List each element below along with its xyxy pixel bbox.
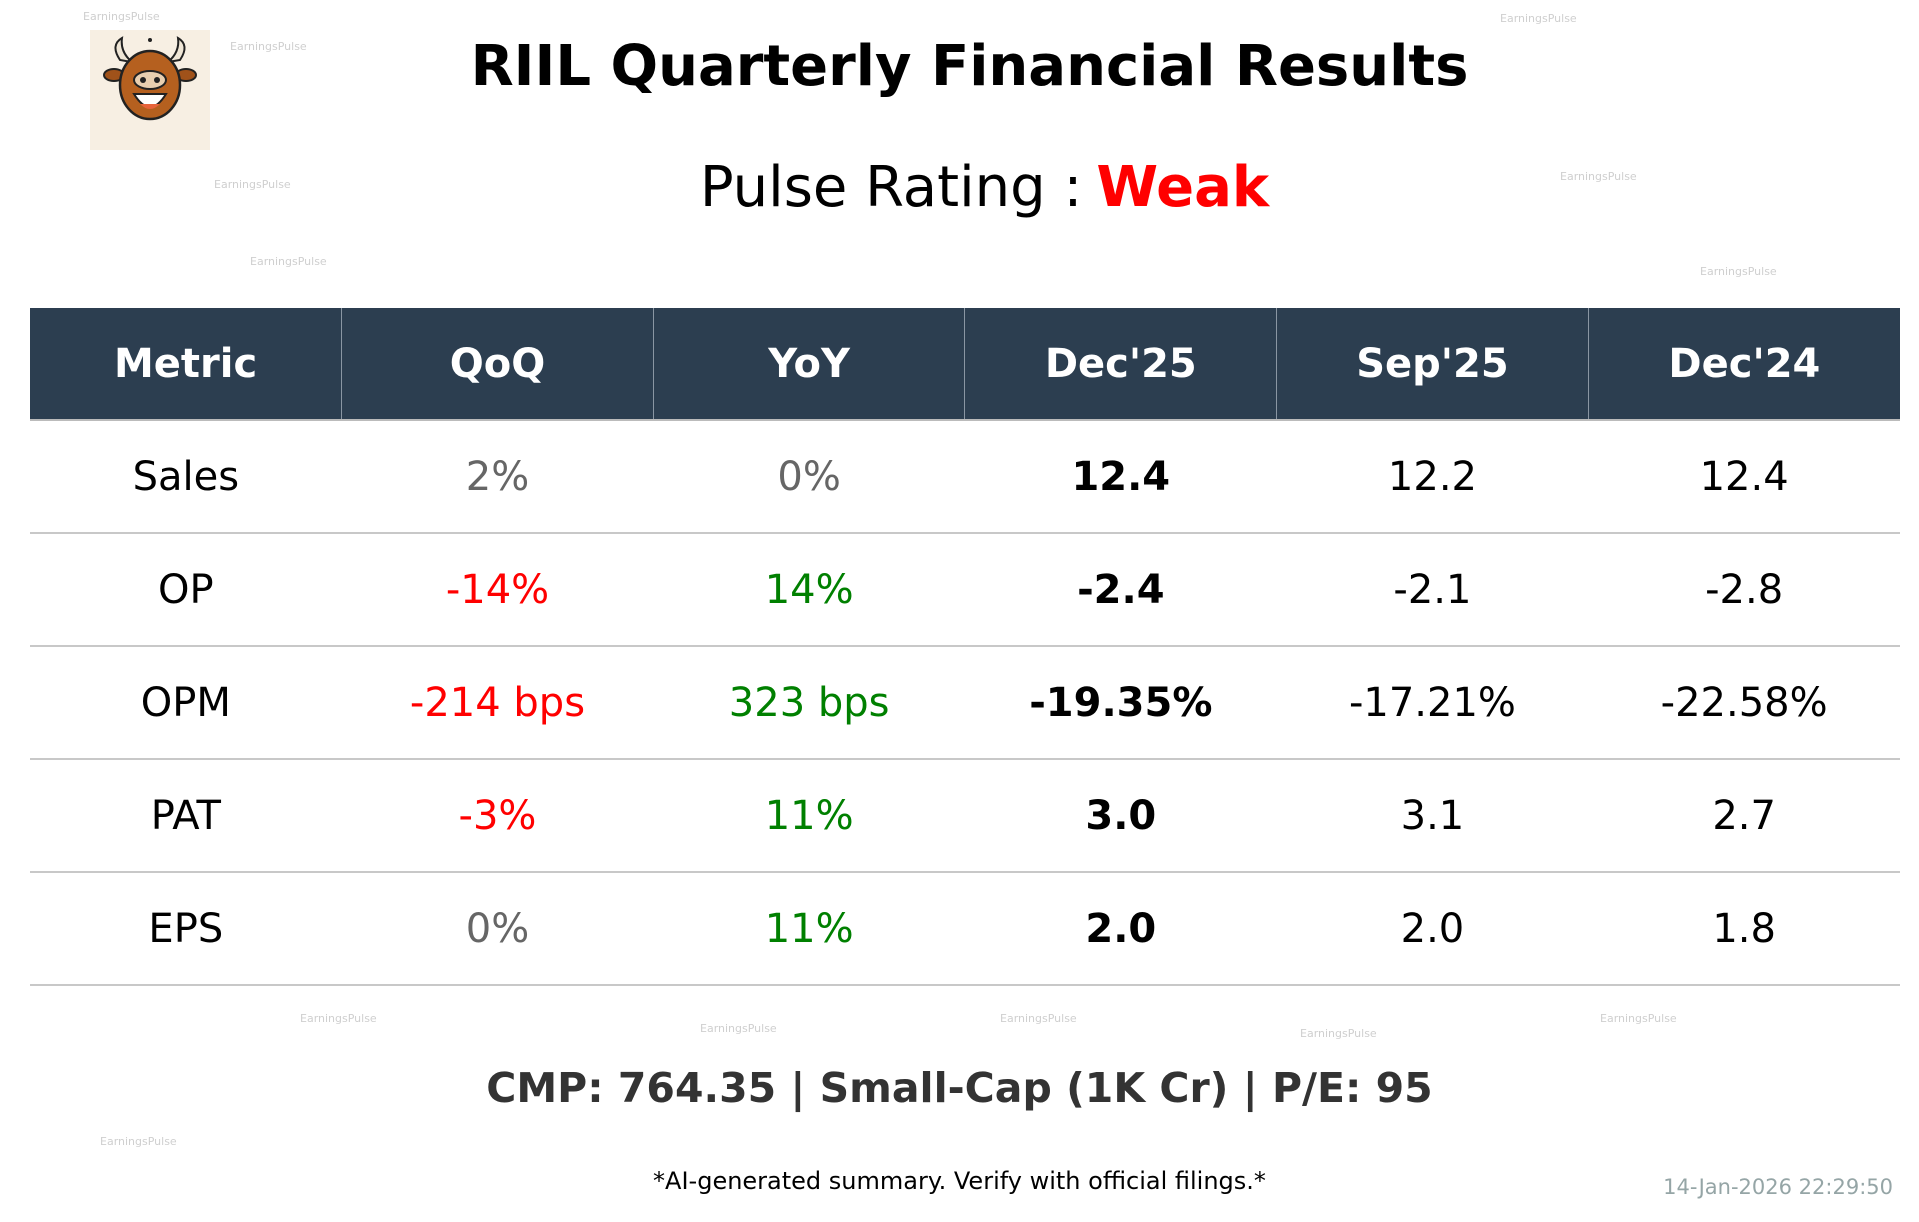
watermark-text: EarningsPulse	[83, 10, 160, 23]
yoy-cell: 0%	[653, 420, 965, 534]
header-previous-quarter: Sep'25	[1276, 308, 1589, 421]
timestamp: 14-Jan-2026 22:29:50	[1663, 1175, 1893, 1199]
header-year-ago-quarter: Dec'24	[1587, 308, 1900, 421]
watermark-text: EarningsPulse	[700, 1022, 777, 1035]
table-row: Sales 2% 0% 12.4 12.2 12.4	[30, 420, 1900, 534]
watermark-text: EarningsPulse	[1560, 170, 1637, 183]
year-ago-value-cell: 1.8	[1588, 872, 1900, 986]
header-qoq: QoQ	[341, 308, 654, 421]
yoy-cell: 11%	[653, 759, 965, 873]
year-ago-value-cell: 12.4	[1588, 420, 1900, 534]
watermark-text: EarningsPulse	[230, 40, 307, 53]
yoy-cell: 323 bps	[653, 646, 965, 760]
table-header-row: Metric QoQ YoY Dec'25 Sep'25 Dec'24	[30, 308, 1900, 421]
financial-results-table: Metric QoQ YoY Dec'25 Sep'25 Dec'24 Sale…	[30, 308, 1900, 986]
watermark-text: EarningsPulse	[300, 1012, 377, 1025]
watermark-text: EarningsPulse	[1700, 265, 1777, 278]
previous-value-cell: -17.21%	[1276, 646, 1589, 760]
current-value-cell: -19.35%	[964, 646, 1277, 760]
metric-cell: PAT	[30, 759, 342, 873]
previous-value-cell: 12.2	[1276, 420, 1589, 534]
header-metric: Metric	[30, 308, 342, 421]
header-yoy: YoY	[652, 308, 965, 421]
year-ago-value-cell: 2.7	[1588, 759, 1900, 873]
metric-cell: OP	[30, 533, 342, 647]
watermark-text: EarningsPulse	[214, 178, 291, 191]
page-title: RIIL Quarterly Financial Results	[470, 34, 1469, 99]
qoq-cell: -3%	[341, 759, 654, 873]
previous-value-cell: 3.1	[1276, 759, 1589, 873]
year-ago-value-cell: -22.58%	[1588, 646, 1900, 760]
pulse-rating-value: Weak	[1096, 155, 1270, 220]
market-summary: CMP: 764.35 | Small-Cap (1K Cr) | P/E: 9…	[486, 1064, 1433, 1112]
current-value-cell: -2.4	[964, 533, 1277, 647]
watermark-text: EarningsPulse	[100, 1135, 177, 1148]
current-value-cell: 12.4	[964, 420, 1277, 534]
table-row: PAT -3% 11% 3.0 3.1 2.7	[30, 759, 1900, 873]
table-row: OP -14% 14% -2.4 -2.1 -2.8	[30, 533, 1900, 647]
watermark-text: EarningsPulse	[1500, 12, 1577, 25]
earnings-pulse-logo	[90, 30, 210, 150]
watermark-text: EarningsPulse	[1000, 1012, 1077, 1025]
disclaimer: *AI-generated summary. Verify with offic…	[653, 1167, 1266, 1195]
current-value-cell: 2.0	[964, 872, 1277, 986]
watermark-text: EarningsPulse	[250, 255, 327, 268]
yoy-cell: 11%	[653, 872, 965, 986]
yoy-cell: 14%	[653, 533, 965, 647]
qoq-cell: 0%	[341, 872, 654, 986]
metric-cell: OPM	[30, 646, 342, 760]
bull-mascot-icon	[103, 36, 197, 121]
qoq-cell: 2%	[341, 420, 654, 534]
metric-cell: EPS	[30, 872, 342, 986]
pulse-rating-label: Pulse Rating :	[699, 155, 1083, 220]
watermark-text: EarningsPulse	[1300, 1027, 1377, 1040]
previous-value-cell: 2.0	[1276, 872, 1589, 986]
qoq-cell: -14%	[341, 533, 654, 647]
metric-cell: Sales	[30, 420, 342, 534]
watermark-text: EarningsPulse	[1600, 1012, 1677, 1025]
header-current-quarter: Dec'25	[964, 308, 1277, 421]
year-ago-value-cell: -2.8	[1588, 533, 1900, 647]
previous-value-cell: -2.1	[1276, 533, 1589, 647]
table-row: EPS 0% 11% 2.0 2.0 1.8	[30, 872, 1900, 986]
qoq-cell: -214 bps	[341, 646, 654, 760]
current-value-cell: 3.0	[964, 759, 1277, 873]
table-row: OPM -214 bps 323 bps -19.35% -17.21% -22.58%	[30, 646, 1900, 760]
pulse-rating: Pulse Rating : Weak	[0, 155, 1919, 220]
